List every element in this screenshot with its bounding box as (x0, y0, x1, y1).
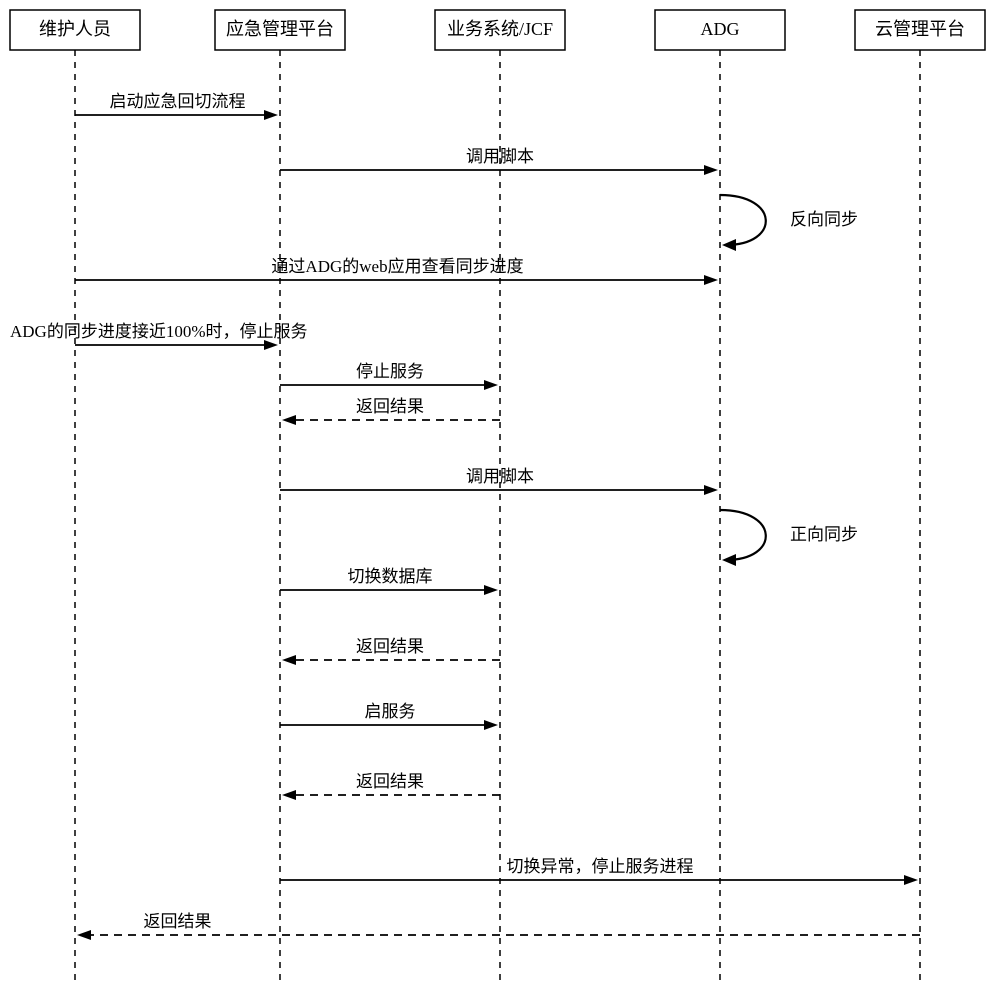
message-label-8: 正向同步 (790, 525, 858, 544)
message-label-0: 启动应急回切流程 (110, 92, 246, 111)
message-label-7: 调用脚本 (466, 467, 534, 486)
message-label-11: 启服务 (365, 702, 416, 721)
message-label-14: 返回结果 (144, 912, 212, 931)
message-8: 正向同步 (720, 510, 858, 566)
participant-emerg: 应急管理平台 (215, 10, 345, 980)
message-4: ADG的同步进度接近100%时，停止服务 (10, 322, 308, 350)
message-label-10: 返回结果 (356, 637, 424, 656)
message-6: 返回结果 (282, 397, 500, 425)
message-label-12: 返回结果 (356, 772, 424, 791)
message-label-6: 返回结果 (356, 397, 424, 416)
message-label-3: 通过ADG的web应用查看同步进度 (271, 257, 523, 276)
message-3: 通过ADG的web应用查看同步进度 (75, 257, 718, 285)
message-2: 反向同步 (720, 195, 858, 251)
message-11: 启服务 (280, 702, 498, 730)
message-14: 返回结果 (77, 912, 920, 940)
message-label-1: 调用脚本 (466, 147, 534, 166)
message-0: 启动应急回切流程 (75, 92, 278, 120)
message-label-2: 反向同步 (790, 210, 858, 229)
participant-label-emerg: 应急管理平台 (226, 19, 334, 39)
participant-label-adg: ADG (701, 19, 740, 39)
message-5: 停止服务 (280, 362, 498, 390)
message-label-9: 切换数据库 (348, 567, 433, 586)
message-label-13: 切换异常，停止服务进程 (507, 857, 694, 876)
participant-adg: ADG (655, 10, 785, 980)
message-10: 返回结果 (282, 637, 500, 665)
participant-label-biz: 业务系统/JCF (447, 19, 553, 39)
sequence-diagram: 维护人员应急管理平台业务系统/JCFADG云管理平台启动应急回切流程调用脚本反向… (0, 0, 1000, 988)
message-12: 返回结果 (282, 772, 500, 800)
message-9: 切换数据库 (280, 567, 498, 595)
message-7: 调用脚本 (280, 467, 718, 495)
participant-maint: 维护人员 (10, 10, 140, 980)
message-label-5: 停止服务 (356, 362, 424, 381)
participant-label-cloud: 云管理平台 (875, 19, 965, 39)
message-label-4: ADG的同步进度接近100%时，停止服务 (10, 322, 308, 341)
message-13: 切换异常，停止服务进程 (280, 857, 918, 885)
participant-label-maint: 维护人员 (39, 19, 111, 39)
message-1: 调用脚本 (280, 147, 718, 175)
participant-cloud: 云管理平台 (855, 10, 985, 980)
